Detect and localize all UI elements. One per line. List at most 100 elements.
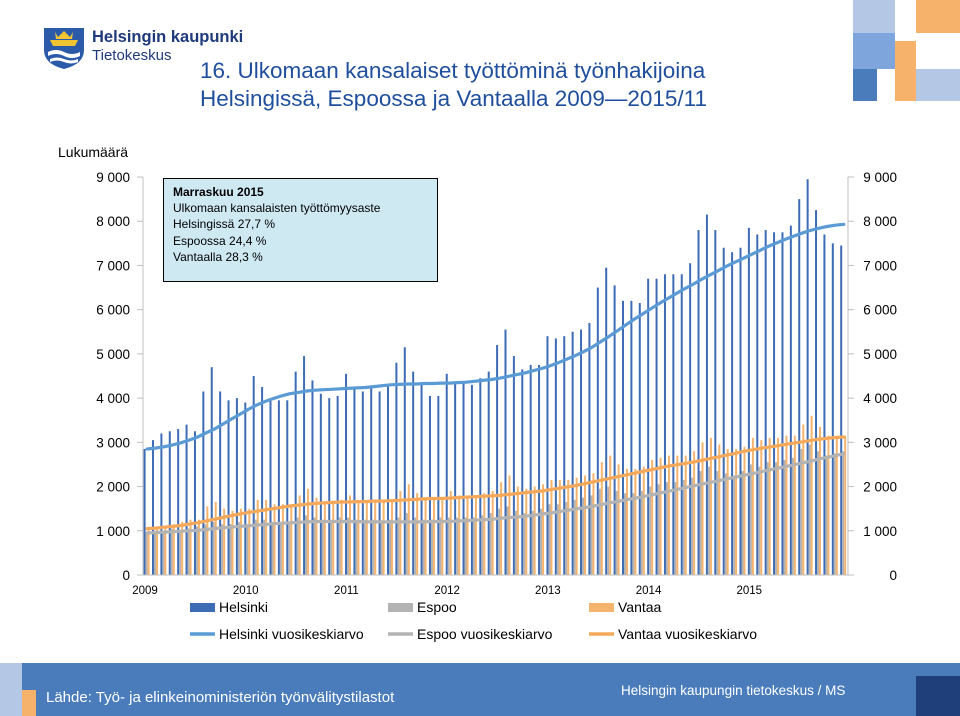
- bar-helsinki: [647, 278, 650, 575]
- credit-text: Helsingin kaupungin tietokeskus / MS: [621, 683, 846, 698]
- bar-espoo: [321, 519, 324, 575]
- bar-vantaa: [382, 502, 385, 575]
- bar-espoo: [397, 517, 400, 575]
- bar-espoo: [338, 517, 341, 575]
- bar-vantaa: [751, 437, 754, 575]
- bar-vantaa: [172, 524, 175, 575]
- bar-espoo: [246, 524, 249, 575]
- annotation-line: Vantaalla 28,3 %: [173, 249, 263, 264]
- bar-helsinki: [227, 400, 230, 575]
- legend-swatch: [190, 603, 215, 612]
- bar-espoo: [540, 508, 543, 575]
- bar-helsinki: [252, 376, 255, 575]
- bar-espoo: [582, 497, 585, 575]
- bar-helsinki: [714, 230, 717, 575]
- y-tick-label-right: 1 000: [863, 524, 897, 539]
- y-tick-label-left: 7 000: [96, 258, 130, 273]
- bar-helsinki: [613, 285, 616, 575]
- bar-helsinki: [210, 367, 213, 575]
- bar-espoo: [514, 510, 517, 575]
- bar-espoo: [741, 471, 744, 575]
- bar-vantaa: [458, 495, 461, 575]
- bar-helsinki: [680, 274, 683, 575]
- bar-espoo: [229, 524, 232, 575]
- bar-vantaa: [349, 495, 352, 575]
- bar-vantaa: [491, 490, 494, 575]
- bar-helsinki: [596, 287, 599, 575]
- legend-label: Vantaa vuosikeskiarvo: [618, 626, 757, 642]
- bar-espoo: [405, 513, 408, 575]
- bar-espoo: [649, 486, 652, 575]
- bar-vantaa: [307, 488, 310, 575]
- bar-vantaa: [676, 455, 679, 575]
- bar-espoo: [296, 517, 299, 575]
- decor-square: [853, 0, 895, 33]
- y-tick-label-left: 1 000: [96, 524, 130, 539]
- bar-espoo: [254, 519, 257, 575]
- x-tick-label: 2011: [334, 585, 359, 597]
- bar-vantaa: [474, 495, 477, 575]
- bar-helsinki: [487, 371, 490, 575]
- bar-helsinki: [512, 356, 515, 575]
- bar-vantaa: [768, 437, 771, 575]
- bar-vantaa: [651, 460, 654, 575]
- decor-square: [0, 663, 22, 716]
- y-tick-label-right: 7 000: [863, 258, 897, 273]
- bar-helsinki: [479, 378, 482, 575]
- bar-helsinki: [789, 225, 792, 575]
- x-tick-label: 2012: [434, 585, 460, 597]
- bar-espoo: [237, 521, 240, 575]
- bar-espoo: [221, 524, 224, 575]
- bar-vantaa: [500, 482, 503, 575]
- bar-helsinki: [261, 387, 264, 575]
- bar-espoo: [766, 462, 769, 575]
- bar-helsinki: [806, 179, 809, 575]
- bar-vantaa: [256, 499, 259, 575]
- bar-helsinki: [739, 247, 742, 575]
- bar-espoo: [422, 519, 425, 575]
- bar-helsinki: [781, 232, 784, 575]
- bar-helsinki: [689, 263, 692, 575]
- bar-vantaa: [298, 495, 301, 575]
- bar-espoo: [179, 530, 182, 575]
- y-tick-label-left: 5 000: [96, 347, 130, 362]
- bar-espoo: [833, 453, 836, 575]
- line-vantaa-vuosikeskiarvo: [145, 435, 846, 531]
- bar-vantaa: [466, 495, 469, 575]
- bar-espoo: [775, 462, 778, 575]
- bar-espoo: [430, 519, 433, 575]
- y-tick-label-right: 5 000: [863, 347, 897, 362]
- bar-espoo: [825, 455, 828, 575]
- bar-espoo: [489, 513, 492, 575]
- bar-helsinki: [563, 336, 566, 575]
- bar-espoo: [153, 530, 156, 575]
- bar-vantaa: [743, 446, 746, 575]
- bar-vantaa: [206, 506, 209, 575]
- bar-espoo: [145, 532, 148, 575]
- bar-espoo: [498, 508, 501, 575]
- bar-vantaa: [407, 484, 410, 575]
- bar-vantaa: [516, 486, 519, 575]
- bar-espoo: [716, 471, 719, 575]
- decor-square: [916, 0, 960, 33]
- bar-espoo: [632, 493, 635, 575]
- bar-helsinki: [462, 382, 465, 575]
- y-axis-label: Lukumäärä: [58, 144, 129, 160]
- bar-espoo: [590, 495, 593, 575]
- bar-espoo: [481, 515, 484, 575]
- bar-helsinki: [370, 387, 373, 575]
- bar-helsinki: [571, 331, 574, 575]
- bar-espoo: [506, 506, 509, 575]
- bar-helsinki: [705, 214, 708, 575]
- bar-espoo: [707, 466, 710, 575]
- bar-espoo: [623, 493, 626, 575]
- annotation-line: Ulkomaan kansalaisten työttömyysaste: [173, 201, 381, 216]
- bar-espoo: [279, 521, 282, 575]
- bar-vantaa: [667, 455, 670, 575]
- bar-helsinki: [378, 391, 381, 575]
- bar-vantaa: [617, 464, 620, 575]
- bar-helsinki: [177, 429, 180, 575]
- y-tick-label-right: 8 000: [863, 214, 897, 229]
- bar-helsinki: [151, 440, 154, 575]
- bar-helsinki: [773, 232, 776, 575]
